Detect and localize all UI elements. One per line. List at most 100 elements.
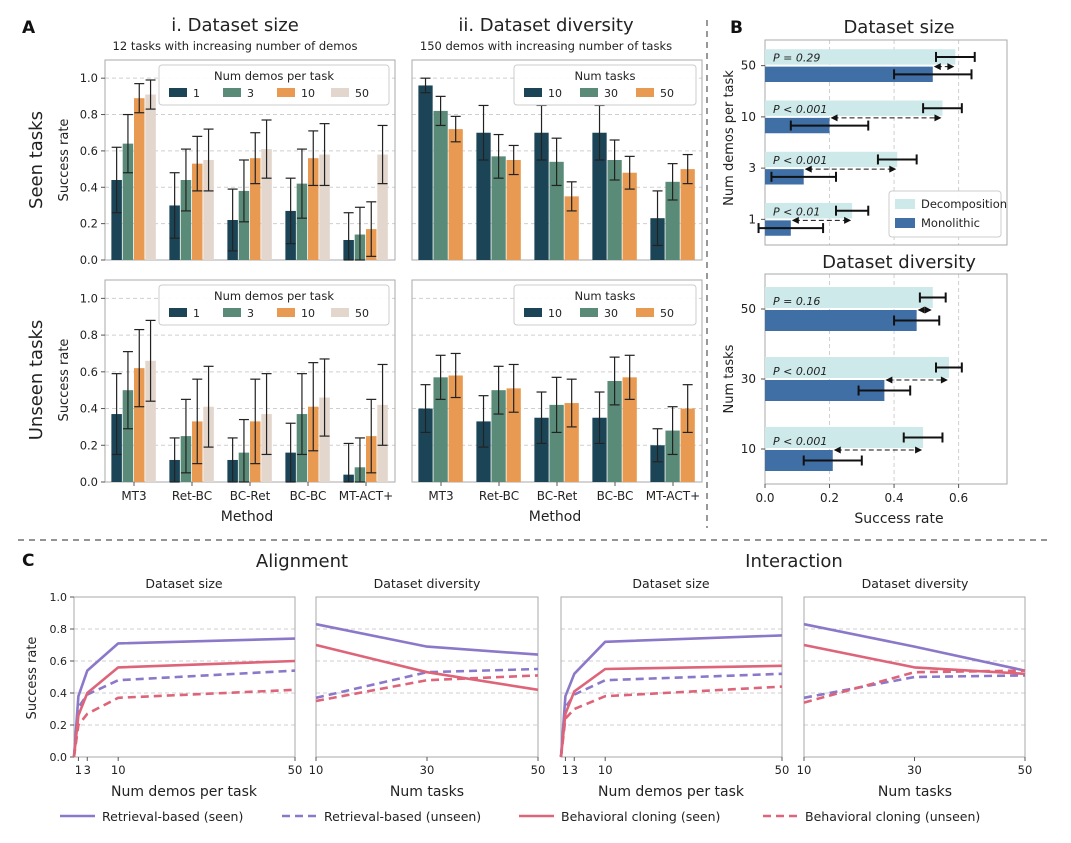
y-tick-label: 1.0 xyxy=(80,291,98,305)
panel-c-ylabel: Success rate xyxy=(25,637,40,720)
col1-subtitle: 12 tasks with increasing number of demos xyxy=(113,39,358,53)
x-tick-label: 30 xyxy=(420,763,435,777)
x-tick-label: BC-BC xyxy=(290,489,327,503)
bar xyxy=(607,381,622,482)
y-tick-label: 30 xyxy=(741,372,756,386)
arrow-head xyxy=(830,114,838,122)
bar xyxy=(261,149,272,260)
legend-label-bc-seen: Behavioral cloning (seen) xyxy=(561,809,720,824)
bar xyxy=(491,390,506,482)
ylabel-unseen: Success rate xyxy=(57,339,72,422)
bar xyxy=(665,430,680,482)
legend-label: Decomposition xyxy=(921,197,1007,211)
line-chart-C-inter-div: 10 30 50 xyxy=(797,596,1032,777)
legend-title: Num tasks xyxy=(575,289,636,303)
y-tick-label: 0.4 xyxy=(50,687,68,700)
legend: Decomposition Monolithic xyxy=(888,190,1007,238)
x-tick-label: 1 xyxy=(75,763,82,777)
legend-swatch xyxy=(277,88,295,97)
legend-swatch xyxy=(524,308,542,317)
panel-c-xlabel-3: Num demos per task xyxy=(598,784,745,800)
x-tick-label: BC-Ret xyxy=(537,489,578,503)
bar-chart-A-div-seen: Num tasks 10 30 50 xyxy=(411,59,703,261)
panel-c-charts: 0.00.20.40.60.81.01 3 10 50 10 30 50 1 3 10 50 10 30… xyxy=(50,591,1033,777)
arrow-head xyxy=(791,216,799,224)
p-value: P < 0.001 xyxy=(773,435,827,448)
y-tick-label: 0.8 xyxy=(80,328,98,342)
y-tick-label: 50 xyxy=(741,59,756,73)
x-tick-label: 1 xyxy=(562,763,569,777)
legend-swatch xyxy=(524,88,542,97)
legend-swatch xyxy=(277,308,295,317)
p-value: P < 0.01 xyxy=(773,205,820,218)
legend-label: 50 xyxy=(660,87,674,100)
bar-decomposition xyxy=(765,427,924,448)
bar xyxy=(433,110,448,260)
bar xyxy=(122,143,134,260)
legend-swatch xyxy=(169,308,187,317)
bar xyxy=(564,196,579,260)
panel-b-charts: P = 0.29 50 P < 0.001 10 P < 0.001 3 P < 0.01 1… xyxy=(741,39,1008,505)
y-tick-label: 0.0 xyxy=(80,253,98,267)
bar xyxy=(448,129,463,260)
panel-c-sub-1: Dataset size xyxy=(145,576,222,591)
legend-swatch xyxy=(223,88,241,97)
bar xyxy=(592,417,607,482)
panel-c-sub-3: Dataset size xyxy=(632,576,709,591)
p-value: P < 0.001 xyxy=(773,365,827,378)
arrow-head xyxy=(885,376,893,384)
legend-label: 10 xyxy=(548,87,562,100)
y-tick-label: 0.6 xyxy=(80,365,98,379)
line-chart-C-align-div: 10 30 50 xyxy=(309,596,545,777)
panel-c-xlabel-2: Num tasks xyxy=(390,784,464,800)
bar xyxy=(180,180,192,260)
legend-label: Monolithic xyxy=(921,216,980,230)
x-tick-label: MT-ACT+ xyxy=(339,489,393,503)
x-tick-label: 10 xyxy=(309,763,324,777)
legend-title: Num demos per task xyxy=(214,69,334,83)
bar xyxy=(192,163,203,260)
panel-c-xlabel-1: Num demos per task xyxy=(111,784,258,800)
legend-label: 30 xyxy=(604,307,618,320)
bar xyxy=(534,417,549,482)
x-tick-label: MT-ACT+ xyxy=(646,489,700,503)
legend-swatch xyxy=(895,218,915,228)
bar xyxy=(238,190,250,260)
legend-label: 10 xyxy=(301,307,315,320)
series-line xyxy=(559,672,783,758)
legend-label: 10 xyxy=(301,87,315,100)
bar-monolithic xyxy=(765,66,933,82)
x-tick-label: 50 xyxy=(775,763,790,777)
bar xyxy=(308,158,319,260)
arrow-head xyxy=(917,306,925,314)
bar xyxy=(111,180,122,260)
bar xyxy=(145,360,156,482)
y-tick-label: 0.2 xyxy=(80,217,98,231)
series-line xyxy=(559,664,783,758)
bar xyxy=(319,397,330,482)
series-line xyxy=(559,685,783,758)
legend: Num tasks 10 30 50 xyxy=(513,64,697,106)
bar xyxy=(622,377,637,482)
x-tick-label: 0.2 xyxy=(820,491,839,505)
y-tick-label: 0.4 xyxy=(80,180,98,194)
p-value: P < 0.001 xyxy=(773,103,827,116)
bar xyxy=(534,132,549,260)
y-tick-label: 10 xyxy=(741,110,756,124)
legend-swatch xyxy=(895,199,915,209)
bar xyxy=(592,132,607,260)
bar-decomposition xyxy=(765,203,853,219)
bar-decomposition xyxy=(765,151,898,168)
x-tick-label: 0.0 xyxy=(755,491,774,505)
bar xyxy=(319,154,330,260)
panel-label-b: B xyxy=(730,18,743,38)
arrow-head xyxy=(940,376,948,384)
y-tick-label: 0.4 xyxy=(80,402,98,416)
plot-frame xyxy=(73,596,296,758)
bar xyxy=(476,421,491,482)
y-tick-label: 0.8 xyxy=(50,623,68,636)
bar xyxy=(448,375,463,482)
x-tick-label: 0.4 xyxy=(885,491,904,505)
legend-label: 3 xyxy=(247,307,254,320)
p-value: P < 0.001 xyxy=(773,154,827,167)
